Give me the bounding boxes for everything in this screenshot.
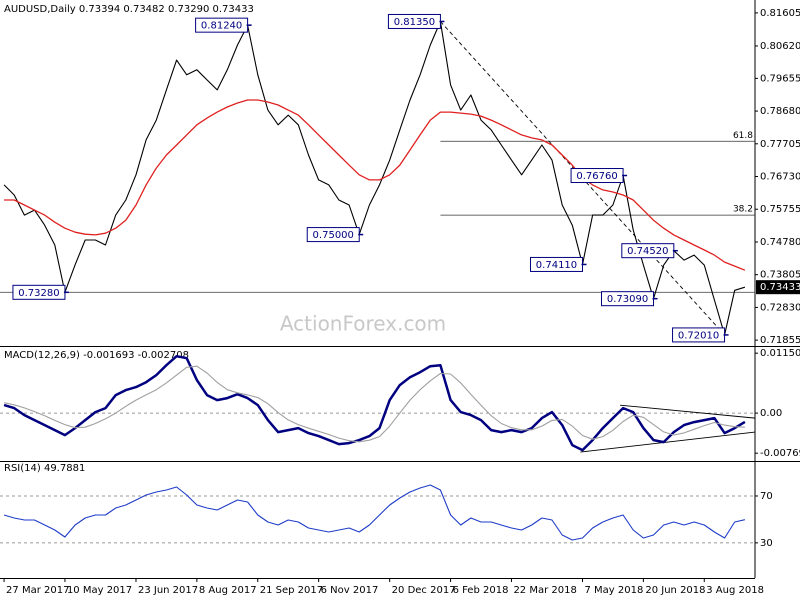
last-price-box	[756, 280, 800, 295]
x-tick-label: 21 Sep 2017	[260, 585, 323, 596]
annotation-label: 0.81240	[201, 21, 242, 32]
annotation-label: 0.72010	[678, 330, 719, 341]
x-tick-label: 3 Aug 2018	[706, 585, 764, 596]
y-tick-label: 0.79655	[760, 73, 800, 84]
series-line	[3, 354, 746, 452]
annotation-label: 0.73090	[607, 294, 648, 305]
y-tick-label: 0.00	[760, 408, 782, 419]
x-tick-label: 8 Aug 2017	[199, 585, 257, 596]
y-tick-label: 0.74780	[760, 237, 800, 248]
rsi-header: RSI(14) 49.7881	[4, 463, 85, 474]
annotation-label: 0.74520	[627, 246, 668, 257]
x-tick-label: 7 May 2018	[584, 585, 643, 596]
y-tick-label: 0.76730	[760, 172, 800, 183]
x-tick-label: 20 Jun 2018	[645, 585, 705, 596]
annotation-label: 0.73280	[18, 288, 59, 299]
series-line	[4, 99, 746, 271]
trendline	[619, 404, 756, 419]
annotation-label: 0.75000	[313, 230, 354, 241]
annotation-label: 0.74110	[536, 260, 577, 271]
price-header: AUDUSD,Daily 0.73394 0.73482 0.73290 0.7…	[4, 4, 254, 15]
annotation-label: 0.76760	[576, 171, 617, 182]
x-tick-label: 27 Mar 2017	[6, 585, 69, 596]
watermark: ActionForex.com	[280, 312, 446, 336]
y-tick-label: 0.81605	[760, 8, 800, 19]
macd-header: MACD(12,26,9) -0.001693 -0.002708	[4, 350, 189, 361]
x-tick-label: 6 Nov 2017	[321, 585, 379, 596]
series-line	[3, 365, 745, 443]
y-tick-label: 0.011506	[760, 348, 800, 359]
x-tick-label: 10 May 2017	[67, 585, 132, 596]
y-tick-label: 0.80620	[760, 41, 800, 52]
y-tick-label: 70	[760, 491, 773, 502]
x-tick-label: 22 Mar 2018	[513, 585, 576, 596]
y-tick-label: 0.77705	[760, 139, 800, 150]
fib-level-label: 38.2	[733, 205, 753, 215]
y-tick-label: 0.72830	[760, 302, 800, 313]
last-price-label: 0.73433	[760, 282, 800, 293]
series-line	[3, 484, 746, 541]
y-tick-label: 0.73805	[760, 270, 800, 281]
y-tick-label: 0.75755	[760, 204, 800, 215]
annotation-label: 0.81350	[394, 17, 435, 28]
trendline	[580, 431, 756, 453]
x-tick-label: 6 Feb 2018	[453, 585, 509, 596]
y-tick-label: 30	[760, 538, 773, 549]
y-tick-label: 0.71855	[760, 335, 800, 346]
fib-level-label: 61.8	[733, 131, 753, 141]
y-tick-label: 0.78680	[760, 106, 800, 117]
x-tick-label: 23 Jun 2017	[138, 585, 198, 596]
y-tick-label: -0.007694	[760, 448, 800, 459]
x-tick-label: 20 Dec 2017	[392, 585, 456, 596]
